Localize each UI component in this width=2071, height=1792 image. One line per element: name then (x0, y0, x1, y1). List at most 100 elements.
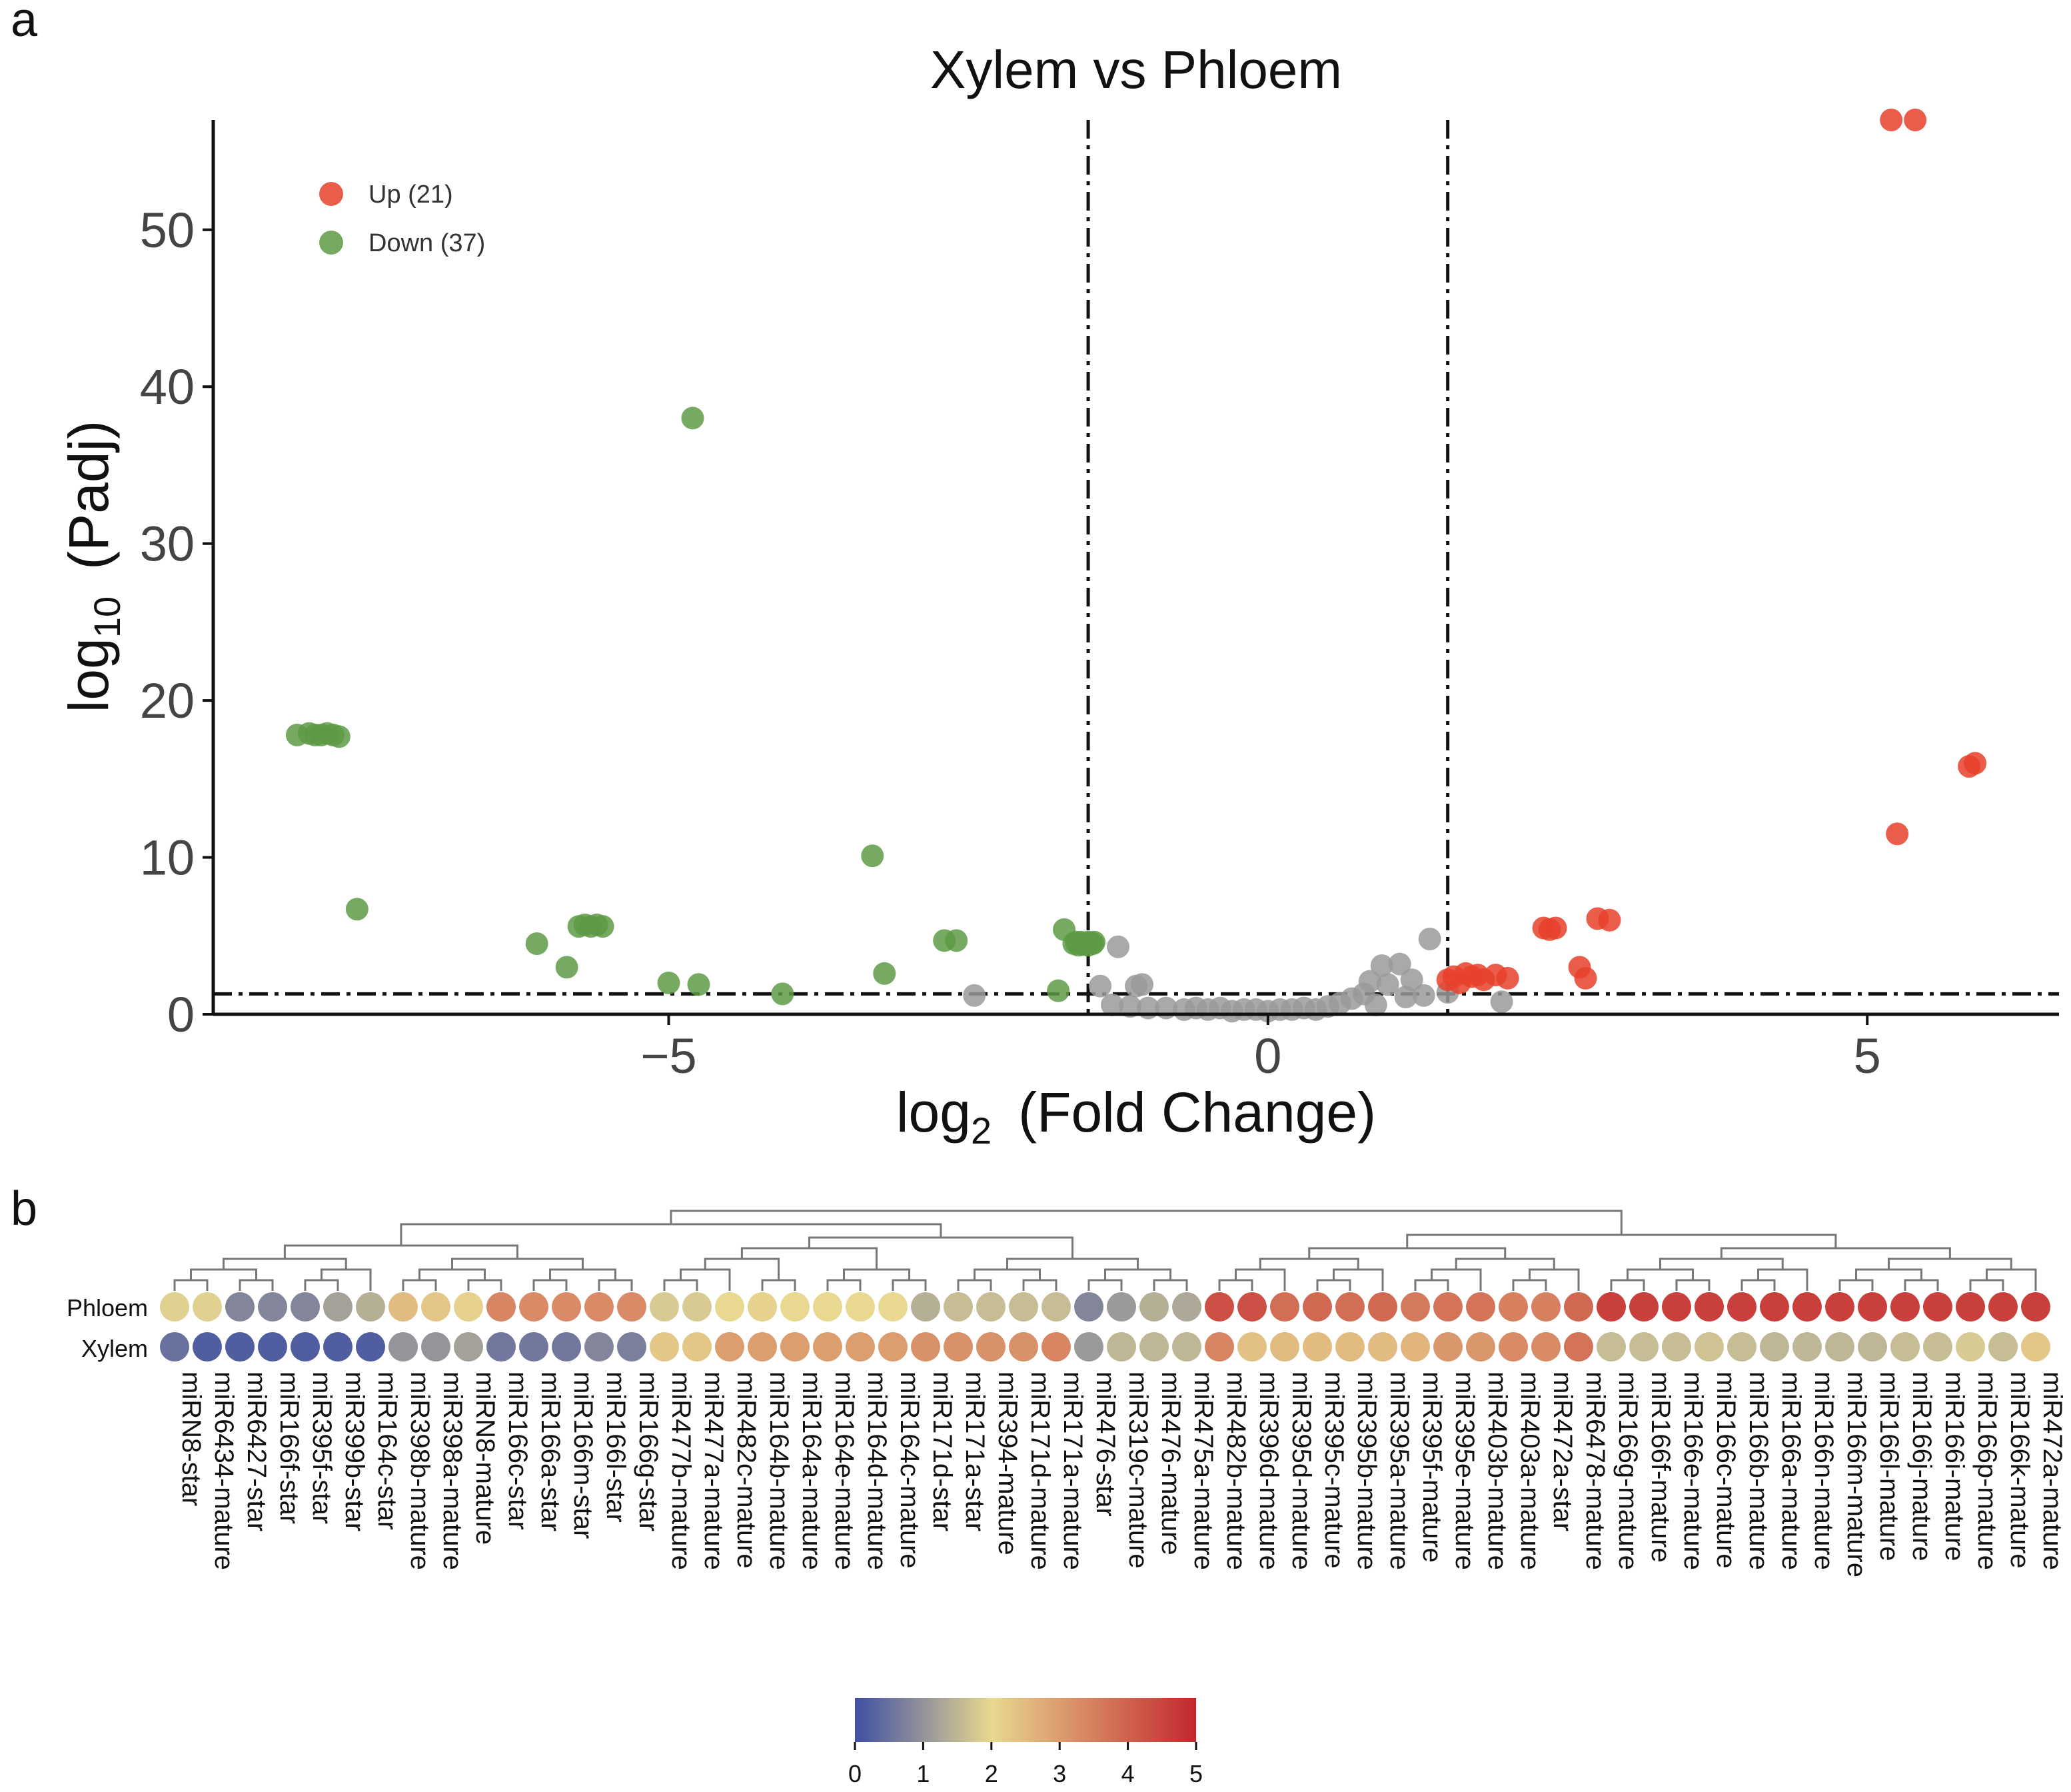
point-not-significant (1388, 952, 1411, 976)
heatmap-cell-xylem (1727, 1332, 1756, 1361)
column-label: miR395a-mature (1385, 1371, 1414, 1570)
heatmap-cell-phloem (748, 1292, 777, 1322)
point-up (1496, 966, 1519, 990)
heatmap-cell-xylem (878, 1332, 908, 1361)
heatmap-cell-xylem (1629, 1332, 1659, 1361)
heatmap-cell-xylem (1009, 1332, 1038, 1361)
heatmap-cell-phloem (617, 1292, 646, 1322)
heatmap-cell-xylem (944, 1332, 973, 1361)
heatmap-cell-xylem (258, 1332, 287, 1361)
column-label: miR166m-star (568, 1371, 598, 1539)
legend-down-marker (319, 231, 343, 255)
dendrogram-link (190, 1268, 257, 1280)
heatmap-cell-xylem (1237, 1332, 1267, 1361)
column-label: miR477a-mature (699, 1371, 728, 1570)
volcano-title: Xylem vs Phloem (930, 40, 1342, 99)
column-label: miR166k-mature (2005, 1371, 2034, 1569)
dendrogram-link (1838, 1279, 1874, 1291)
heatmap-cell-phloem (356, 1292, 385, 1322)
heatmap-cells (160, 1292, 2050, 1361)
dendrogram-link (826, 1279, 862, 1291)
dendrogram-link (1855, 1268, 1922, 1280)
heatmap-cell-xylem (1662, 1332, 1691, 1361)
heatmap-cell-phloem (1499, 1292, 1528, 1322)
heatmap-cell-phloem (1727, 1292, 1756, 1322)
y-tick-label: 20 (140, 673, 195, 728)
colorbar-tick-label: 4 (1121, 1760, 1135, 1787)
heatmap-cell-phloem (2021, 1292, 2050, 1322)
heatmap-cell-xylem (454, 1332, 483, 1361)
point-down (1077, 930, 1100, 954)
dendrogram-link (663, 1279, 698, 1291)
column-label: miR166f-mature (1646, 1371, 1675, 1563)
dendrogram-link (1455, 1258, 1555, 1270)
point-down (327, 725, 350, 748)
column-label: miR164c-star (372, 1371, 402, 1530)
heatmap-column-labels: miRN8-star miR6434-mature miR6427-star miR1… (177, 1371, 2067, 1577)
heatmap-cell-xylem (1270, 1332, 1299, 1361)
column-label: miR166j-mature (1907, 1371, 1936, 1561)
point-not-significant (1490, 990, 1513, 1014)
column-label: miR166l-mature (1874, 1371, 1904, 1561)
dendrogram-link (1022, 1279, 1057, 1291)
threshold-lines (213, 120, 2059, 1014)
colorbar-tick-label: 3 (1053, 1760, 1066, 1787)
heatmap-cell-xylem (1890, 1332, 1920, 1361)
x-axis-ticks: −5 0 5 (640, 1014, 1881, 1084)
column-label: miR6427-star (242, 1371, 271, 1531)
heatmap-cell-xylem (1923, 1332, 1952, 1361)
column-label: miR166p-mature (1972, 1371, 2002, 1570)
heatmap-cell-phloem (388, 1292, 418, 1322)
point-up (1904, 109, 1927, 131)
heatmap-panel: Phloem Xylem miRN8-star miR6434-mature miR… (67, 1210, 2067, 1787)
column-label: miR476-mature (1156, 1371, 1185, 1555)
heatmap-cell-xylem (1041, 1332, 1071, 1361)
point-not-significant (1394, 986, 1417, 1009)
column-label: miR477b-mature (666, 1371, 696, 1570)
heatmap-cell-phloem (1433, 1292, 1463, 1322)
point-not-significant (1376, 973, 1399, 996)
dendrogram-link (1659, 1258, 1784, 1270)
heatmap-cell-xylem (650, 1332, 679, 1361)
y-tick-label: 30 (140, 516, 195, 572)
dendrogram-link (400, 1223, 942, 1246)
heatmap-cell-xylem (1139, 1332, 1169, 1361)
volcano-plot: Xylem vs Phloem 0 10 20 30 40 50 −5 0 5 log2 (Fo… (57, 40, 2059, 1152)
dendrogram-link (283, 1244, 518, 1259)
point-down (873, 962, 896, 985)
heatmap-cell-xylem (682, 1332, 712, 1361)
column-label: miR166b-mature (1744, 1371, 1773, 1570)
dendrogram-link (402, 1279, 437, 1291)
heatmap-cell-xylem (1499, 1332, 1528, 1361)
heatmap-cell-phloem (160, 1292, 189, 1322)
heatmap-cell-xylem (1695, 1332, 1724, 1361)
column-label: miR475a-mature (1189, 1371, 1218, 1570)
heatmap-cell-xylem (552, 1332, 581, 1361)
column-label: miR395f-star (307, 1371, 337, 1524)
column-label: miR171a-star (960, 1371, 990, 1531)
dendrogram-link (1888, 1258, 2012, 1270)
heatmap-cell-xylem (2021, 1332, 2050, 1361)
column-label: miR166g-star (634, 1371, 663, 1531)
dendrogram-link (1406, 1234, 1837, 1248)
x-tick-label: 0 (1254, 1028, 1281, 1084)
point-down (687, 973, 710, 996)
point-not-significant (1130, 973, 1153, 996)
heatmap-cell-xylem (617, 1332, 646, 1361)
point-down (1047, 979, 1070, 1002)
point-down (345, 898, 368, 921)
heatmap-cell-phloem (1923, 1292, 1952, 1322)
column-label: miR472a-mature (2038, 1371, 2067, 1570)
x-axis-label: log2 (Fold Change) (896, 1081, 1376, 1152)
dendrogram-link (532, 1279, 568, 1291)
heatmap-cell-phloem (813, 1292, 842, 1322)
dendrogram-link (1904, 1279, 1939, 1291)
point-not-significant (1107, 935, 1130, 958)
point-not-significant (963, 984, 986, 1007)
legend: Up (21) Down (37) (319, 181, 485, 257)
column-label: miRN8-star (177, 1371, 206, 1506)
dendrogram-link (1675, 1279, 1711, 1291)
dendrogram-link (1627, 1268, 1694, 1280)
heatmap-cell-phloem (1074, 1292, 1103, 1322)
